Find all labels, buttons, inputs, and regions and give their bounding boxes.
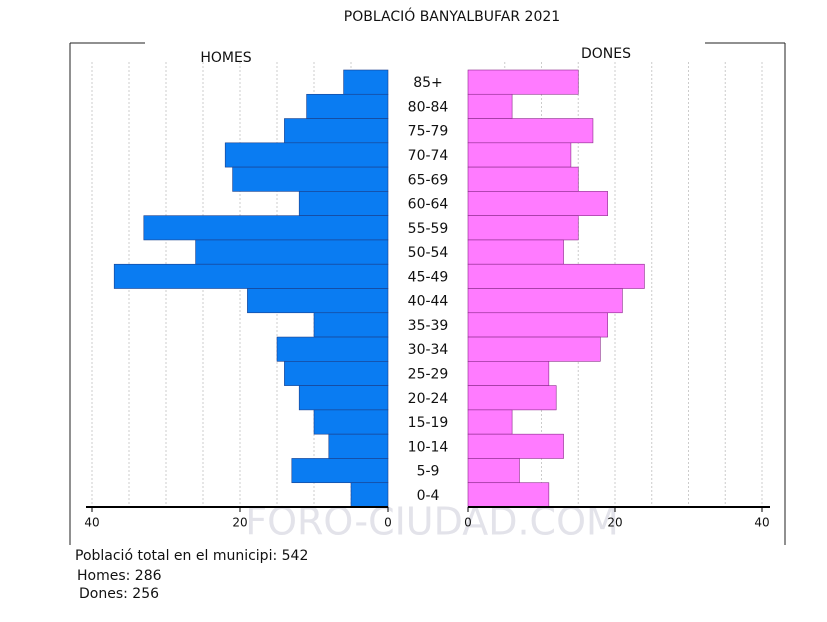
bar [313,409,389,435]
category-label: 10-14 [408,439,449,455]
category-label: 85+ [413,75,443,91]
bar [276,336,389,362]
bar [350,482,389,508]
category-label: 60-64 [408,197,449,213]
category-label: 55-59 [408,221,449,237]
bar [284,361,389,386]
bar [467,482,550,508]
bar [467,409,513,435]
bar [467,385,557,411]
x-tick-label: 20 [232,516,247,530]
category-label: 25-29 [408,366,449,382]
x-tick-label: 0 [384,516,392,530]
bar [467,118,594,144]
category-label: 20-24 [408,391,449,407]
bar [467,458,520,484]
bar [306,93,389,119]
bar [113,263,389,289]
category-label: 30-34 [408,342,449,358]
bar [467,288,623,314]
category-label: 75-79 [408,124,449,140]
bar [232,166,389,192]
bar [467,433,564,459]
bar [143,215,389,241]
bar [467,142,572,168]
x-tick-label: 40 [754,516,769,530]
x-tick-label: 20 [607,516,622,530]
bar [328,433,389,459]
bar [467,336,601,362]
category-label: 0-4 [417,488,440,504]
bar [467,239,564,265]
bar [247,288,389,314]
bar [467,263,645,289]
category-label: 40-44 [408,294,449,310]
category-label: 80-84 [408,99,449,115]
bar [467,361,550,386]
category-label: 45-49 [408,269,449,285]
x-tick-label: 0 [464,516,472,530]
x-tick-label: 40 [84,516,99,530]
category-label: 65-69 [408,172,449,188]
bar [467,166,579,192]
bar [467,215,579,241]
bar [298,191,389,216]
bar [195,239,389,265]
bar [313,312,389,338]
category-label: 5-9 [417,464,440,480]
legend-label: HOMES [200,50,251,66]
bar [343,69,389,95]
bar [298,385,389,411]
legend-label: DONES [581,46,631,62]
bar [291,458,389,484]
category-label: 70-74 [408,148,449,164]
bar [284,118,389,144]
category-label: 35-39 [408,318,449,334]
bar [224,142,389,168]
note: Homes: 286 [77,568,162,584]
chart-title: POBLACIÓ BANYALBUFAR 2021 [344,7,560,25]
bar [467,191,608,216]
note: Població total en el municipi: 542 [75,548,308,564]
bar [467,93,513,119]
category-label: 15-19 [408,415,449,431]
bar [467,69,579,95]
bar [467,312,608,338]
note: Dones: 256 [79,586,159,602]
category-label: 50-54 [408,245,449,261]
